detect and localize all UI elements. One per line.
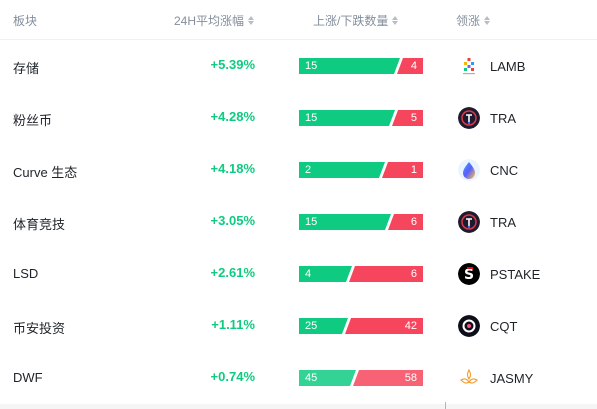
avg-change: +1.11% (211, 317, 255, 332)
up-count-segment (299, 162, 385, 178)
down-count-segment (345, 318, 423, 334)
svg-text:S: S (464, 267, 474, 283)
header-updown-label: 上涨/下跌数量 (313, 14, 389, 28)
table-row[interactable]: DWF +0.74% 45 58 JASMY (0, 352, 597, 404)
up-count: 45 (305, 372, 318, 384)
up-count: 25 (305, 320, 318, 332)
leader-coin-name: CNC (490, 162, 519, 178)
leader-coin-name: TRA (490, 214, 516, 230)
divider (445, 402, 446, 409)
down-count: 4 (410, 60, 417, 72)
sector-table: 存储 +5.39% 15 4 LAMB 粉丝币 +4.28% (0, 40, 597, 404)
leader-coin-name: LAMB (490, 58, 526, 74)
header-leader-sort[interactable]: 领涨 (456, 12, 491, 29)
avg-change: +5.39% (210, 57, 255, 72)
down-count: 1 (410, 164, 417, 176)
updown-bar: 15 4 (299, 58, 423, 74)
avg-change: +3.05% (210, 213, 255, 228)
leader-coin[interactable]: JASMY (458, 366, 533, 390)
down-count: 6 (410, 216, 417, 228)
leader-coin[interactable]: CNC (458, 158, 518, 182)
up-count: 4 (305, 268, 312, 280)
table-row[interactable]: 粉丝币 +4.28% 15 5 TRA (0, 92, 597, 144)
sector-name: LSD (13, 266, 39, 281)
sort-icon (484, 16, 491, 25)
next-row-peek (0, 404, 597, 409)
avg-change: +4.18% (210, 161, 255, 176)
down-count-segment (397, 58, 423, 74)
leader-coin[interactable]: S PSTAKE (458, 262, 540, 286)
cnc-icon (458, 159, 480, 181)
sector-name: DWF (13, 370, 43, 385)
down-count-segment (392, 110, 423, 126)
down-count-segment (382, 162, 423, 178)
table-row[interactable]: 体育竞技 +3.05% 15 6 TRA (0, 196, 597, 248)
tra-icon (458, 211, 480, 233)
sector-name: 存储 (13, 61, 40, 76)
leader-coin-name: CQT (490, 318, 518, 334)
up-count: 15 (305, 60, 318, 72)
table-row[interactable]: 存储 +5.39% 15 4 LAMB (0, 40, 597, 92)
lamb-icon (458, 55, 480, 77)
down-count-segment (353, 370, 423, 386)
header-change-label: 24H平均涨幅 (174, 14, 245, 28)
sector-name: Curve 生态 (13, 165, 78, 180)
up-count-segment (299, 58, 400, 74)
updown-bar: 2 1 (299, 162, 423, 178)
up-count-segment (299, 318, 348, 334)
leader-coin-name: PSTAKE (490, 266, 541, 282)
updown-bar: 4 6 (299, 266, 423, 282)
sector-name: 粉丝币 (13, 113, 53, 128)
header-sector-label: 板块 (13, 14, 38, 28)
down-count: 42 (404, 320, 417, 332)
tra-icon (458, 107, 480, 129)
avg-change: +2.61% (210, 265, 255, 280)
header-sector: 板块 (13, 12, 37, 29)
up-count: 2 (305, 164, 312, 176)
down-count: 6 (410, 268, 417, 280)
leader-coin[interactable]: LAMB (458, 54, 525, 78)
header-updown-sort[interactable]: 上涨/下跌数量 (313, 12, 399, 29)
table-row[interactable]: LSD +2.61% 4 6 S PSTAKE (0, 248, 597, 300)
leader-coin[interactable]: TRA (458, 210, 516, 234)
updown-bar: 45 58 (299, 370, 423, 386)
leader-coin-name: JASMY (490, 370, 534, 386)
leader-coin[interactable]: CQT (458, 314, 517, 338)
updown-bar: 15 5 (299, 110, 423, 126)
jasmy-icon (458, 367, 480, 389)
up-count-segment (299, 266, 352, 282)
header-leader-label: 领涨 (456, 14, 481, 28)
leader-coin-name: TRA (490, 110, 516, 126)
cqt-icon (458, 315, 480, 337)
up-count-segment (299, 370, 356, 386)
down-count: 58 (404, 372, 417, 384)
table-row[interactable]: 币安投资 +1.11% 25 42 CQT (0, 300, 597, 352)
table-row[interactable]: Curve 生态 +4.18% 2 1 CNC (0, 144, 597, 196)
sector-name: 体育竞技 (13, 217, 66, 232)
down-count-segment (388, 214, 423, 230)
leader-coin[interactable]: TRA (458, 106, 516, 130)
avg-change: +4.28% (210, 109, 255, 124)
down-count: 5 (410, 112, 417, 124)
up-count: 15 (305, 216, 318, 228)
sort-icon (248, 16, 255, 25)
avg-change: +0.74% (210, 369, 255, 384)
header-change-sort[interactable]: 24H平均涨幅 (174, 12, 255, 29)
up-count-segment (299, 214, 391, 230)
down-count-segment (349, 266, 423, 282)
updown-bar: 15 6 (299, 214, 423, 230)
sort-icon (392, 16, 399, 25)
updown-bar: 25 42 (299, 318, 423, 334)
pstake-icon: S (458, 263, 480, 285)
table-header: 板块 24H平均涨幅 上涨/下跌数量 领涨 (0, 0, 597, 40)
up-count-segment (299, 110, 395, 126)
sector-name: 币安投资 (13, 321, 66, 336)
up-count: 15 (305, 112, 318, 124)
